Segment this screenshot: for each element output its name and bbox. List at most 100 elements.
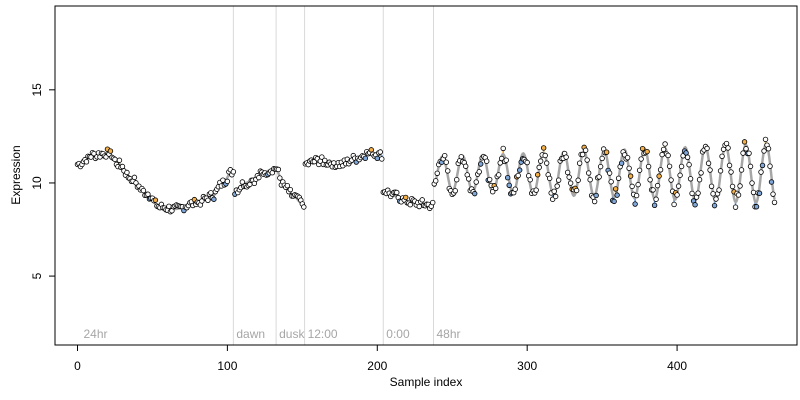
- data-point: [662, 141, 668, 147]
- data-point: [717, 168, 724, 174]
- data-point: [573, 187, 580, 194]
- data-point: [379, 156, 385, 162]
- y-tick-label: 10: [30, 176, 44, 190]
- data-point: [445, 168, 451, 174]
- annotation-label: 0:00: [386, 327, 410, 341]
- data-point: [500, 145, 506, 152]
- data-point: [626, 165, 632, 171]
- data-point: [603, 149, 610, 155]
- data-point: [615, 175, 622, 181]
- x-tick-label: 100: [217, 359, 237, 373]
- data-point: [319, 154, 325, 160]
- data-point: [497, 160, 503, 166]
- data-point: [738, 167, 745, 173]
- data-point: [472, 190, 478, 197]
- data-point: [770, 191, 776, 197]
- data-point: [612, 186, 619, 192]
- data-point: [362, 155, 368, 162]
- data-point: [644, 148, 650, 155]
- data-point: [729, 183, 736, 190]
- data-point: [466, 176, 472, 182]
- sample-points: [74, 136, 778, 215]
- data-point: [639, 145, 646, 152]
- data-point: [656, 173, 662, 179]
- data-point: [430, 199, 436, 206]
- data-point: [452, 188, 458, 194]
- data-point: [536, 164, 542, 171]
- data-point: [635, 181, 641, 188]
- data-point: [516, 167, 523, 173]
- data-point: [653, 196, 659, 202]
- data-point: [750, 189, 757, 196]
- data-point: [107, 148, 114, 154]
- data-point: [704, 145, 710, 152]
- data-point: [277, 175, 283, 181]
- data-point: [668, 177, 674, 183]
- data-point: [275, 166, 282, 173]
- annotation-label: 12:00: [308, 327, 338, 341]
- data-point: [765, 145, 772, 152]
- data-point: [579, 151, 586, 158]
- data-point: [749, 180, 755, 186]
- data-point: [368, 147, 374, 153]
- data-point: [377, 149, 383, 155]
- data-point: [711, 202, 718, 209]
- data-point: [629, 183, 635, 190]
- data-point: [119, 163, 126, 170]
- data-point: [534, 172, 541, 178]
- data-point: [624, 154, 631, 161]
- data-point: [678, 163, 685, 170]
- data-point: [741, 139, 748, 145]
- x-tick-label: 400: [667, 359, 687, 373]
- data-point: [596, 174, 602, 180]
- data-point: [454, 176, 460, 183]
- data-point: [683, 150, 689, 156]
- data-point: [551, 188, 557, 195]
- data-point: [762, 136, 769, 143]
- data-point: [705, 160, 712, 166]
- annotation-label: 24hr: [83, 327, 107, 341]
- y-tick-label: 15: [30, 83, 44, 97]
- data-point: [759, 162, 766, 169]
- data-point: [582, 147, 589, 153]
- data-point: [287, 186, 294, 193]
- data-point: [208, 190, 214, 196]
- data-point: [484, 158, 490, 164]
- x-axis: 0 100 200 300 400: [74, 344, 687, 373]
- data-point: [732, 204, 739, 210]
- data-point: [524, 159, 530, 166]
- data-point: [458, 154, 464, 160]
- data-point: [767, 163, 773, 169]
- data-point: [618, 160, 625, 166]
- data-point: [512, 186, 518, 192]
- data-point: [756, 190, 763, 196]
- data-point: [131, 174, 138, 181]
- data-point: [677, 172, 683, 178]
- annotation-label: dawn: [236, 327, 265, 341]
- data-point: [394, 189, 400, 196]
- data-point: [407, 202, 413, 208]
- data-point: [230, 169, 237, 175]
- data-point: [716, 187, 722, 193]
- data-point: [728, 169, 734, 175]
- data-point: [576, 160, 583, 166]
- data-point: [566, 174, 572, 180]
- data-point: [698, 170, 704, 176]
- data-point: [686, 162, 692, 168]
- data-point: [463, 163, 469, 169]
- data-point: [546, 175, 553, 182]
- data-point: [614, 192, 620, 198]
- data-point: [515, 172, 521, 179]
- x-axis-title: Sample index: [390, 375, 463, 389]
- data-point: [442, 152, 448, 159]
- data-point: [476, 169, 482, 175]
- data-point: [651, 202, 658, 208]
- data-point: [645, 163, 652, 170]
- data-point: [433, 178, 439, 184]
- data-point: [83, 159, 90, 165]
- data-point: [112, 156, 118, 163]
- data-point: [540, 145, 547, 151]
- data-point: [606, 170, 613, 176]
